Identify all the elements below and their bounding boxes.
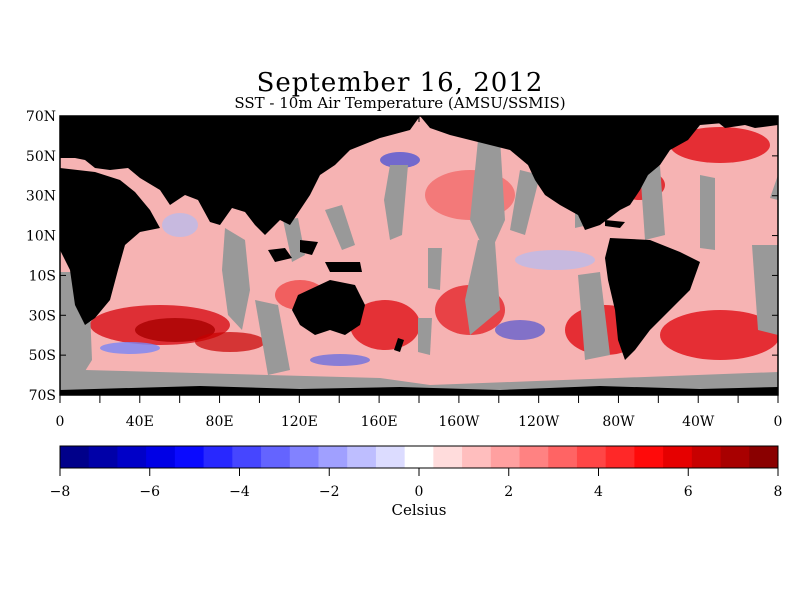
colorbar-cell xyxy=(720,446,750,468)
colorbar-tick-labels: −8 −6 −4 −2 0 2 4 6 8 xyxy=(50,484,783,500)
colorbar-tick-marks xyxy=(59,468,779,476)
colorbar-cell xyxy=(203,446,233,468)
lat-label: 50N xyxy=(26,149,56,165)
lon-label: 0 xyxy=(56,414,65,430)
colorbar-cell xyxy=(433,446,463,468)
colorbar-cell xyxy=(117,446,147,468)
map-plot-area xyxy=(60,116,778,395)
colorbar-cell xyxy=(347,446,377,468)
longitude-labels: 0 40E 80E 120E 160E 160W 120W 80W 40W 0 xyxy=(56,414,783,430)
colorbar-cell xyxy=(174,446,205,468)
colorbar-tick-label: 0 xyxy=(415,484,424,500)
lon-label: 40W xyxy=(682,414,715,430)
colorbar-cell xyxy=(691,446,722,468)
lon-label: 120W xyxy=(518,414,560,430)
colorbar-tick-label: 6 xyxy=(684,484,693,500)
colorbar-cell xyxy=(576,446,607,468)
lon-label: 0 xyxy=(774,414,783,430)
colorbar-cell xyxy=(749,446,779,468)
colorbar xyxy=(60,446,779,468)
colorbar-tick-label: 8 xyxy=(774,484,783,500)
lat-label: 70N xyxy=(26,109,56,125)
latitude-labels: 70N 50N 30N 10N 10S 30S 50S 70S xyxy=(26,109,56,404)
lon-label: 120E xyxy=(281,414,318,430)
colorbar-cell xyxy=(289,446,319,468)
colorbar-cell xyxy=(404,446,434,468)
lon-label: 80E xyxy=(206,414,234,430)
colorbar-cell xyxy=(490,446,521,468)
colorbar-tick-label: 2 xyxy=(504,484,513,500)
colorbar-tick-label: −8 xyxy=(50,484,71,500)
colorbar-cell xyxy=(375,446,406,468)
colorbar-tick-label: −2 xyxy=(319,484,340,500)
lat-label: 10S xyxy=(29,268,56,284)
lon-label: 160E xyxy=(361,414,398,430)
colorbar-cell xyxy=(634,446,664,468)
colorbar-cell xyxy=(548,446,578,468)
colorbar-cell xyxy=(605,446,635,468)
colorbar-tick-label: 4 xyxy=(594,484,603,500)
colorbar-cell xyxy=(462,446,492,468)
colorbar-cell xyxy=(88,446,118,468)
colorbar-tick-label: −4 xyxy=(229,484,250,500)
colorbar-tick-label: −6 xyxy=(139,484,160,500)
colorbar-cell xyxy=(261,446,291,468)
lat-label: 70S xyxy=(29,388,56,404)
colorbar-cell xyxy=(318,446,348,468)
land-masses xyxy=(60,116,778,395)
lat-label: 10N xyxy=(26,229,56,245)
lat-label: 30S xyxy=(29,308,56,324)
colorbar-cell xyxy=(60,446,90,468)
map-title: September 16, 2012 xyxy=(256,68,544,98)
colorbar-cell xyxy=(232,446,262,468)
map-tick-marks xyxy=(59,115,779,403)
lat-label: 30N xyxy=(26,189,56,205)
colorbar-cell xyxy=(146,446,176,468)
colorbar-cell xyxy=(663,446,693,468)
lat-label: 50S xyxy=(29,348,56,364)
map-subtitle: SST - 10m Air Temperature (AMSU/SSMIS) xyxy=(234,94,566,112)
colorbar-cell xyxy=(519,446,549,468)
lon-label: 160W xyxy=(438,414,480,430)
lon-label: 80W xyxy=(602,414,635,430)
colorbar-unit-label: Celsius xyxy=(391,501,446,519)
lon-label: 40E xyxy=(126,414,154,430)
